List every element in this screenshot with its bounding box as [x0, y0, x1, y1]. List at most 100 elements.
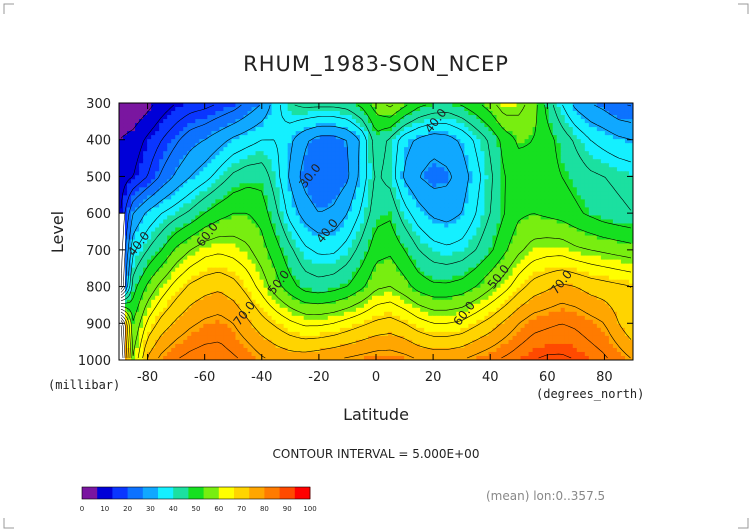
heatmap-cell: [147, 123, 152, 128]
heatmap-cell: [404, 167, 409, 172]
heatmap-cell: [315, 115, 321, 120]
heatmap-cell: [323, 151, 329, 156]
heatmap-cell: [392, 247, 397, 253]
heatmap-cell: [548, 163, 554, 168]
heatmap-cell: [596, 127, 602, 132]
heatmap-cell: [416, 159, 421, 164]
heatmap-cell: [412, 191, 417, 196]
heatmap-cell: [612, 107, 618, 112]
heatmap-cell: [167, 159, 172, 164]
heatmap-cell: [243, 119, 249, 124]
heatmap-cell: [135, 107, 140, 112]
heatmap-cell: [151, 247, 156, 253]
heatmap-cell: [127, 143, 132, 148]
heatmap-cell: [588, 255, 594, 261]
heatmap-cell: [175, 255, 180, 261]
heatmap-cell: [376, 203, 381, 209]
heatmap-cell: [592, 255, 598, 261]
heatmap-cell: [408, 115, 413, 120]
heatmap-cell: [532, 159, 538, 164]
heatmap-cell: [299, 139, 305, 144]
heatmap-cell: [488, 147, 494, 152]
heatmap-cell: [163, 211, 168, 217]
heatmap-cell: [572, 107, 578, 112]
heatmap-cell: [299, 167, 305, 172]
heatmap-cell: [520, 111, 526, 116]
heatmap-cell: [291, 159, 297, 164]
heatmap-cell: [367, 247, 373, 253]
heatmap-cell: [592, 223, 598, 229]
heatmap-cell: [363, 107, 369, 112]
heatmap-cell: [127, 151, 132, 156]
heatmap-cell: [283, 223, 289, 229]
heatmap-cell: [299, 251, 305, 257]
heatmap-cell: [211, 107, 216, 112]
heatmap-cell: [339, 111, 345, 116]
heatmap-cell: [408, 123, 413, 128]
heatmap-cell: [576, 247, 582, 253]
heatmap-cell: [295, 167, 301, 172]
heatmap-cell: [247, 207, 253, 213]
heatmap-cell: [532, 215, 538, 221]
heatmap-cell: [472, 211, 477, 217]
heatmap-cell: [580, 127, 586, 132]
heatmap-cell: [560, 191, 566, 196]
heatmap-cell: [388, 167, 393, 172]
heatmap-cell: [159, 167, 164, 172]
heatmap-cell: [580, 239, 586, 245]
heatmap-cell: [359, 207, 365, 213]
heatmap-cell: [359, 167, 365, 172]
heatmap-cell: [596, 203, 602, 209]
heatmap-cell: [468, 207, 473, 213]
heatmap-cell: [452, 155, 457, 160]
heatmap-cell: [367, 199, 373, 204]
heatmap-cell: [524, 231, 530, 237]
heatmap-cell: [556, 191, 562, 196]
heatmap-cell: [488, 179, 494, 184]
heatmap-cell: [223, 243, 229, 249]
heatmap-cell: [532, 139, 538, 144]
heatmap-cell: [608, 235, 614, 241]
heatmap-cell: [540, 247, 546, 253]
heatmap-cell: [199, 235, 204, 241]
heatmap-cell: [167, 227, 172, 233]
heatmap-cell: [620, 143, 626, 148]
heatmap-cell: [259, 251, 265, 257]
heatmap-cell: [532, 111, 538, 116]
heatmap-cell: [259, 147, 265, 152]
heatmap-cell: [456, 163, 461, 168]
heatmap-cell: [576, 111, 582, 116]
heatmap-cell: [404, 247, 409, 253]
heatmap-cell: [347, 227, 353, 233]
heatmap-cell: [548, 191, 554, 196]
heatmap-cell: [604, 139, 610, 144]
heatmap-cell: [283, 171, 289, 176]
heatmap-cell: [183, 151, 188, 156]
heatmap-cell: [315, 143, 321, 148]
heatmap-cell: [127, 171, 132, 176]
heatmap-cell: [504, 247, 510, 253]
heatmap-cell: [448, 167, 453, 172]
heatmap-cell: [315, 151, 321, 156]
heatmap-cell: [400, 207, 405, 213]
heatmap-cell: [552, 203, 558, 209]
heatmap-cell: [351, 135, 357, 140]
heatmap-cell: [223, 239, 229, 245]
heatmap-cell: [199, 255, 204, 261]
heatmap-cell: [295, 211, 301, 217]
heatmap-cell: [576, 147, 582, 152]
heatmap-cell: [331, 175, 337, 180]
heatmap-cell: [183, 115, 188, 120]
heatmap-cell: [432, 123, 437, 128]
heatmap-cell: [211, 199, 216, 204]
heatmap-cell: [179, 163, 184, 168]
heatmap-cell: [351, 123, 357, 128]
heatmap-cell: [420, 135, 425, 140]
heatmap-cell: [452, 179, 457, 184]
heatmap-cell: [400, 247, 405, 253]
heatmap-cell: [388, 239, 393, 245]
heatmap-cell: [588, 103, 594, 108]
heatmap-cell: [596, 195, 602, 200]
heatmap-cell: [572, 139, 578, 144]
heatmap-cell: [207, 151, 212, 156]
